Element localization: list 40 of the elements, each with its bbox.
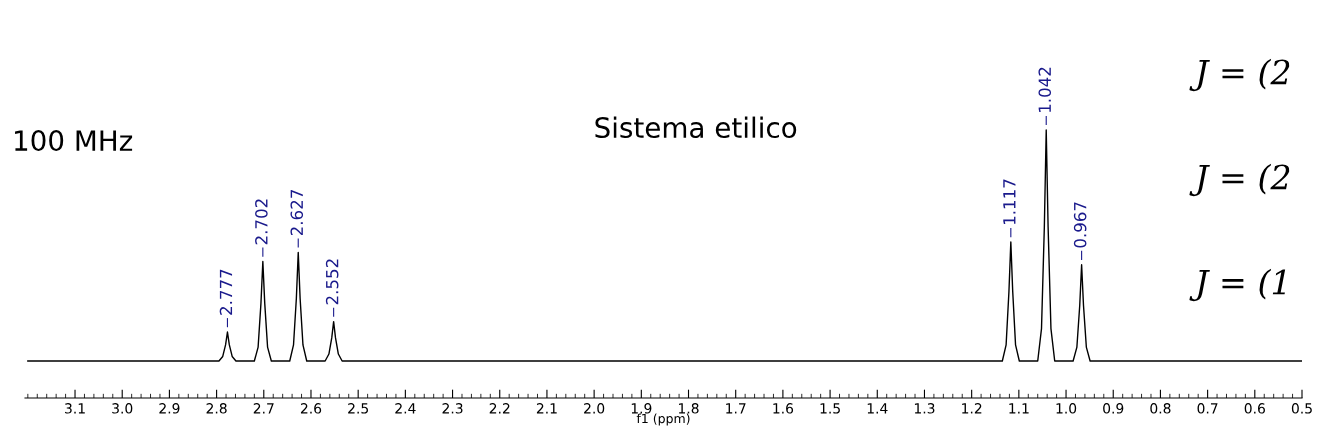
x-tick-label: 2.4 [395,403,416,414]
x-tick-label: 1.9 [631,403,652,414]
x-tick-label: 0.5 [1291,403,1312,414]
x-tick-label: 1.6 [773,403,794,414]
x-tick-label: 2.0 [584,403,605,414]
x-tick-label: 2.3 [442,403,463,414]
x-tick-label: 1.4 [867,403,888,414]
x-tick-label: 3.1 [65,403,85,414]
x-tick-label: 3.0 [112,403,133,414]
x-tick-label: 1.0 [1056,403,1077,414]
annotation: 2.627 [290,190,304,236]
annotation: J = (2 [1189,163,1290,197]
x-tick-label: 1.7 [726,403,746,414]
x-tick-label: 1.8 [678,403,699,414]
annotation: 100 MHz [15,130,133,152]
x-tick-label: 0.6 [1244,403,1265,414]
x-tick-label: 2.2 [489,403,510,414]
x-tick-label: 0.8 [1150,403,1171,414]
x-tick-label: 0.7 [1197,403,1218,414]
x-axis-title: f1 (ppm) [636,413,690,426]
x-tick-label: 0.9 [1103,403,1124,414]
x-tick-label: 2.7 [253,403,274,414]
x-tick-label: 2.9 [159,403,180,414]
text: J = (2 [1189,58,1290,92]
x-tick-label: 2.8 [206,403,227,414]
x-tick-label: 2.5 [348,403,368,414]
x-tick-label: 1.2 [962,403,982,414]
annotation: J = (1 [1189,268,1286,302]
annotation: 0.967 [1073,202,1087,248]
x-tick-label: 1.3 [914,403,935,414]
x-tick-label: 1.5 [820,403,840,414]
annotation: 2.702 [255,199,268,245]
annotation: 2.777 [219,269,233,315]
annotation: 1.042 [1038,67,1052,112]
annotation: 1.117 [1003,179,1016,225]
x-tick-label: 1.1 [1009,403,1029,414]
annotation: 2.552 [325,259,339,305]
chart-title: Sistema etilico [595,116,797,139]
x-tick-label: 2.6 [300,403,322,414]
x-tick-label: 2.1 [536,403,557,414]
